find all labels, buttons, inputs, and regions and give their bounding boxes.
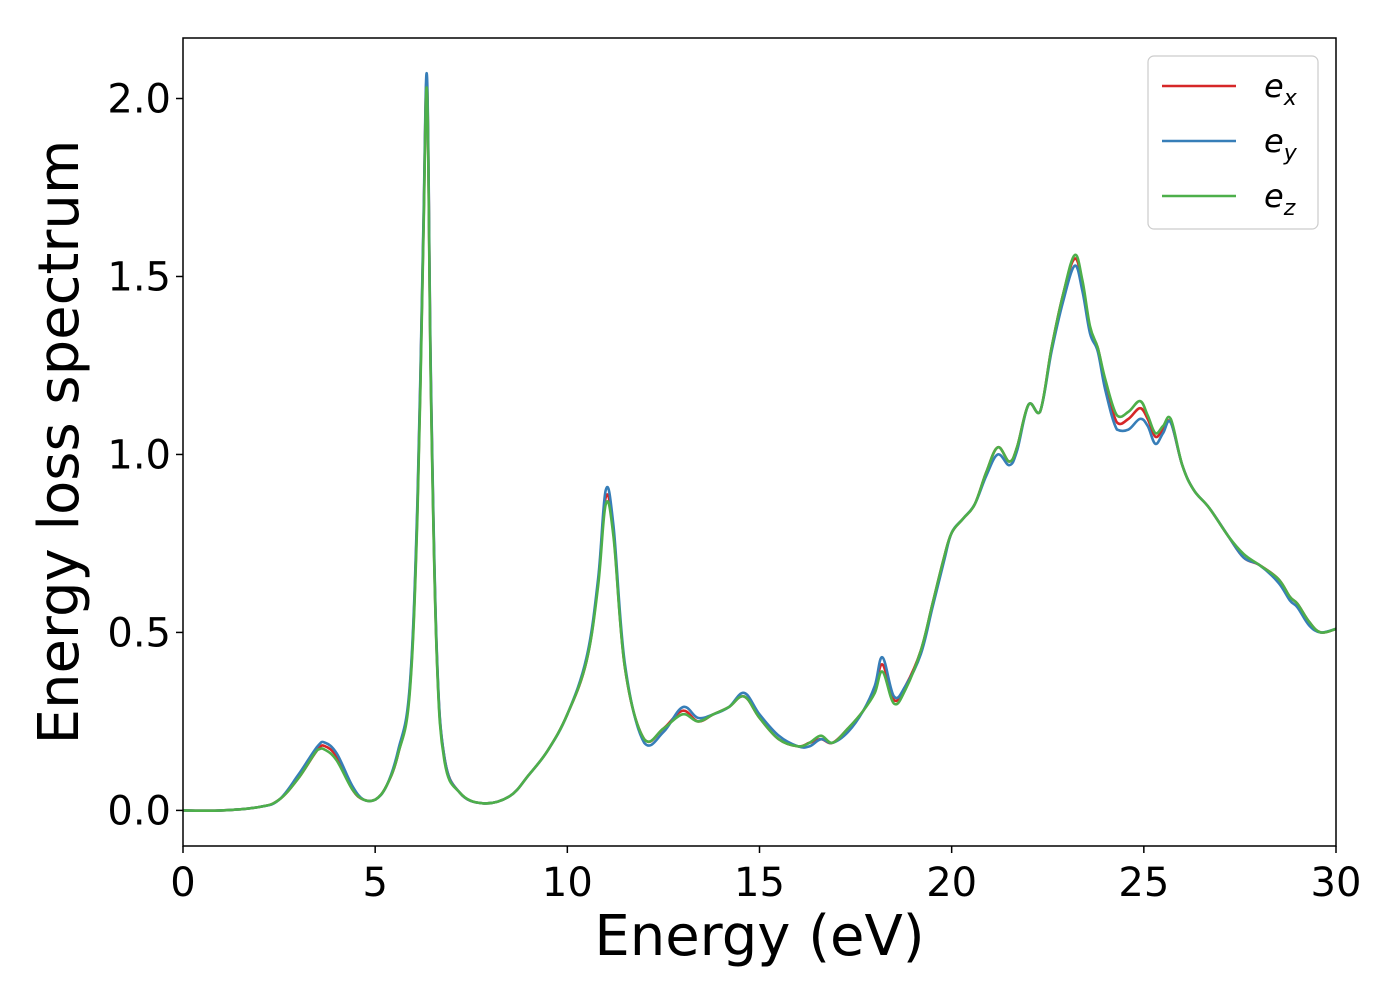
x-tick-label: 25 xyxy=(1118,860,1169,906)
series-line-e-z xyxy=(183,86,1336,812)
y-tick-label: 1.5 xyxy=(107,254,171,300)
legend-box xyxy=(1147,55,1319,230)
legend-label-base: e xyxy=(1264,177,1284,215)
legend-label-e-z: ez xyxy=(1264,177,1296,221)
legend-label-e-y: ey xyxy=(1264,122,1298,166)
legend-label-e-x: ex xyxy=(1264,67,1298,111)
legend-label-subscript: y xyxy=(1283,141,1298,166)
y-tick-label: 0.5 xyxy=(107,610,171,656)
y-axis-label: Energy loss spectrum xyxy=(27,140,92,745)
y-tick-label: 2.0 xyxy=(107,77,171,123)
x-tick-label: 0 xyxy=(170,860,195,906)
x-tick-label: 5 xyxy=(362,860,387,906)
x-axis-label: Energy (eV) xyxy=(594,904,924,969)
legend-label-base: e xyxy=(1264,122,1284,160)
y-tick-label: 0.0 xyxy=(107,788,171,834)
x-tick-label: 15 xyxy=(734,860,785,906)
y-tick-label: 1.0 xyxy=(107,432,171,478)
x-axis-ticks: 0 5 10 15 20 25 30 xyxy=(170,846,1361,906)
y-axis-ticks: 0.0 0.5 1.0 1.5 2.0 xyxy=(107,77,183,834)
x-tick-label: 30 xyxy=(1311,860,1362,906)
legend-label-base: e xyxy=(1264,67,1284,105)
series-lines xyxy=(183,72,1336,812)
x-tick-label: 10 xyxy=(542,860,593,906)
legend-label-subscript: z xyxy=(1283,196,1296,221)
x-tick-label: 20 xyxy=(926,860,977,906)
legend-label-subscript: x xyxy=(1283,86,1298,111)
